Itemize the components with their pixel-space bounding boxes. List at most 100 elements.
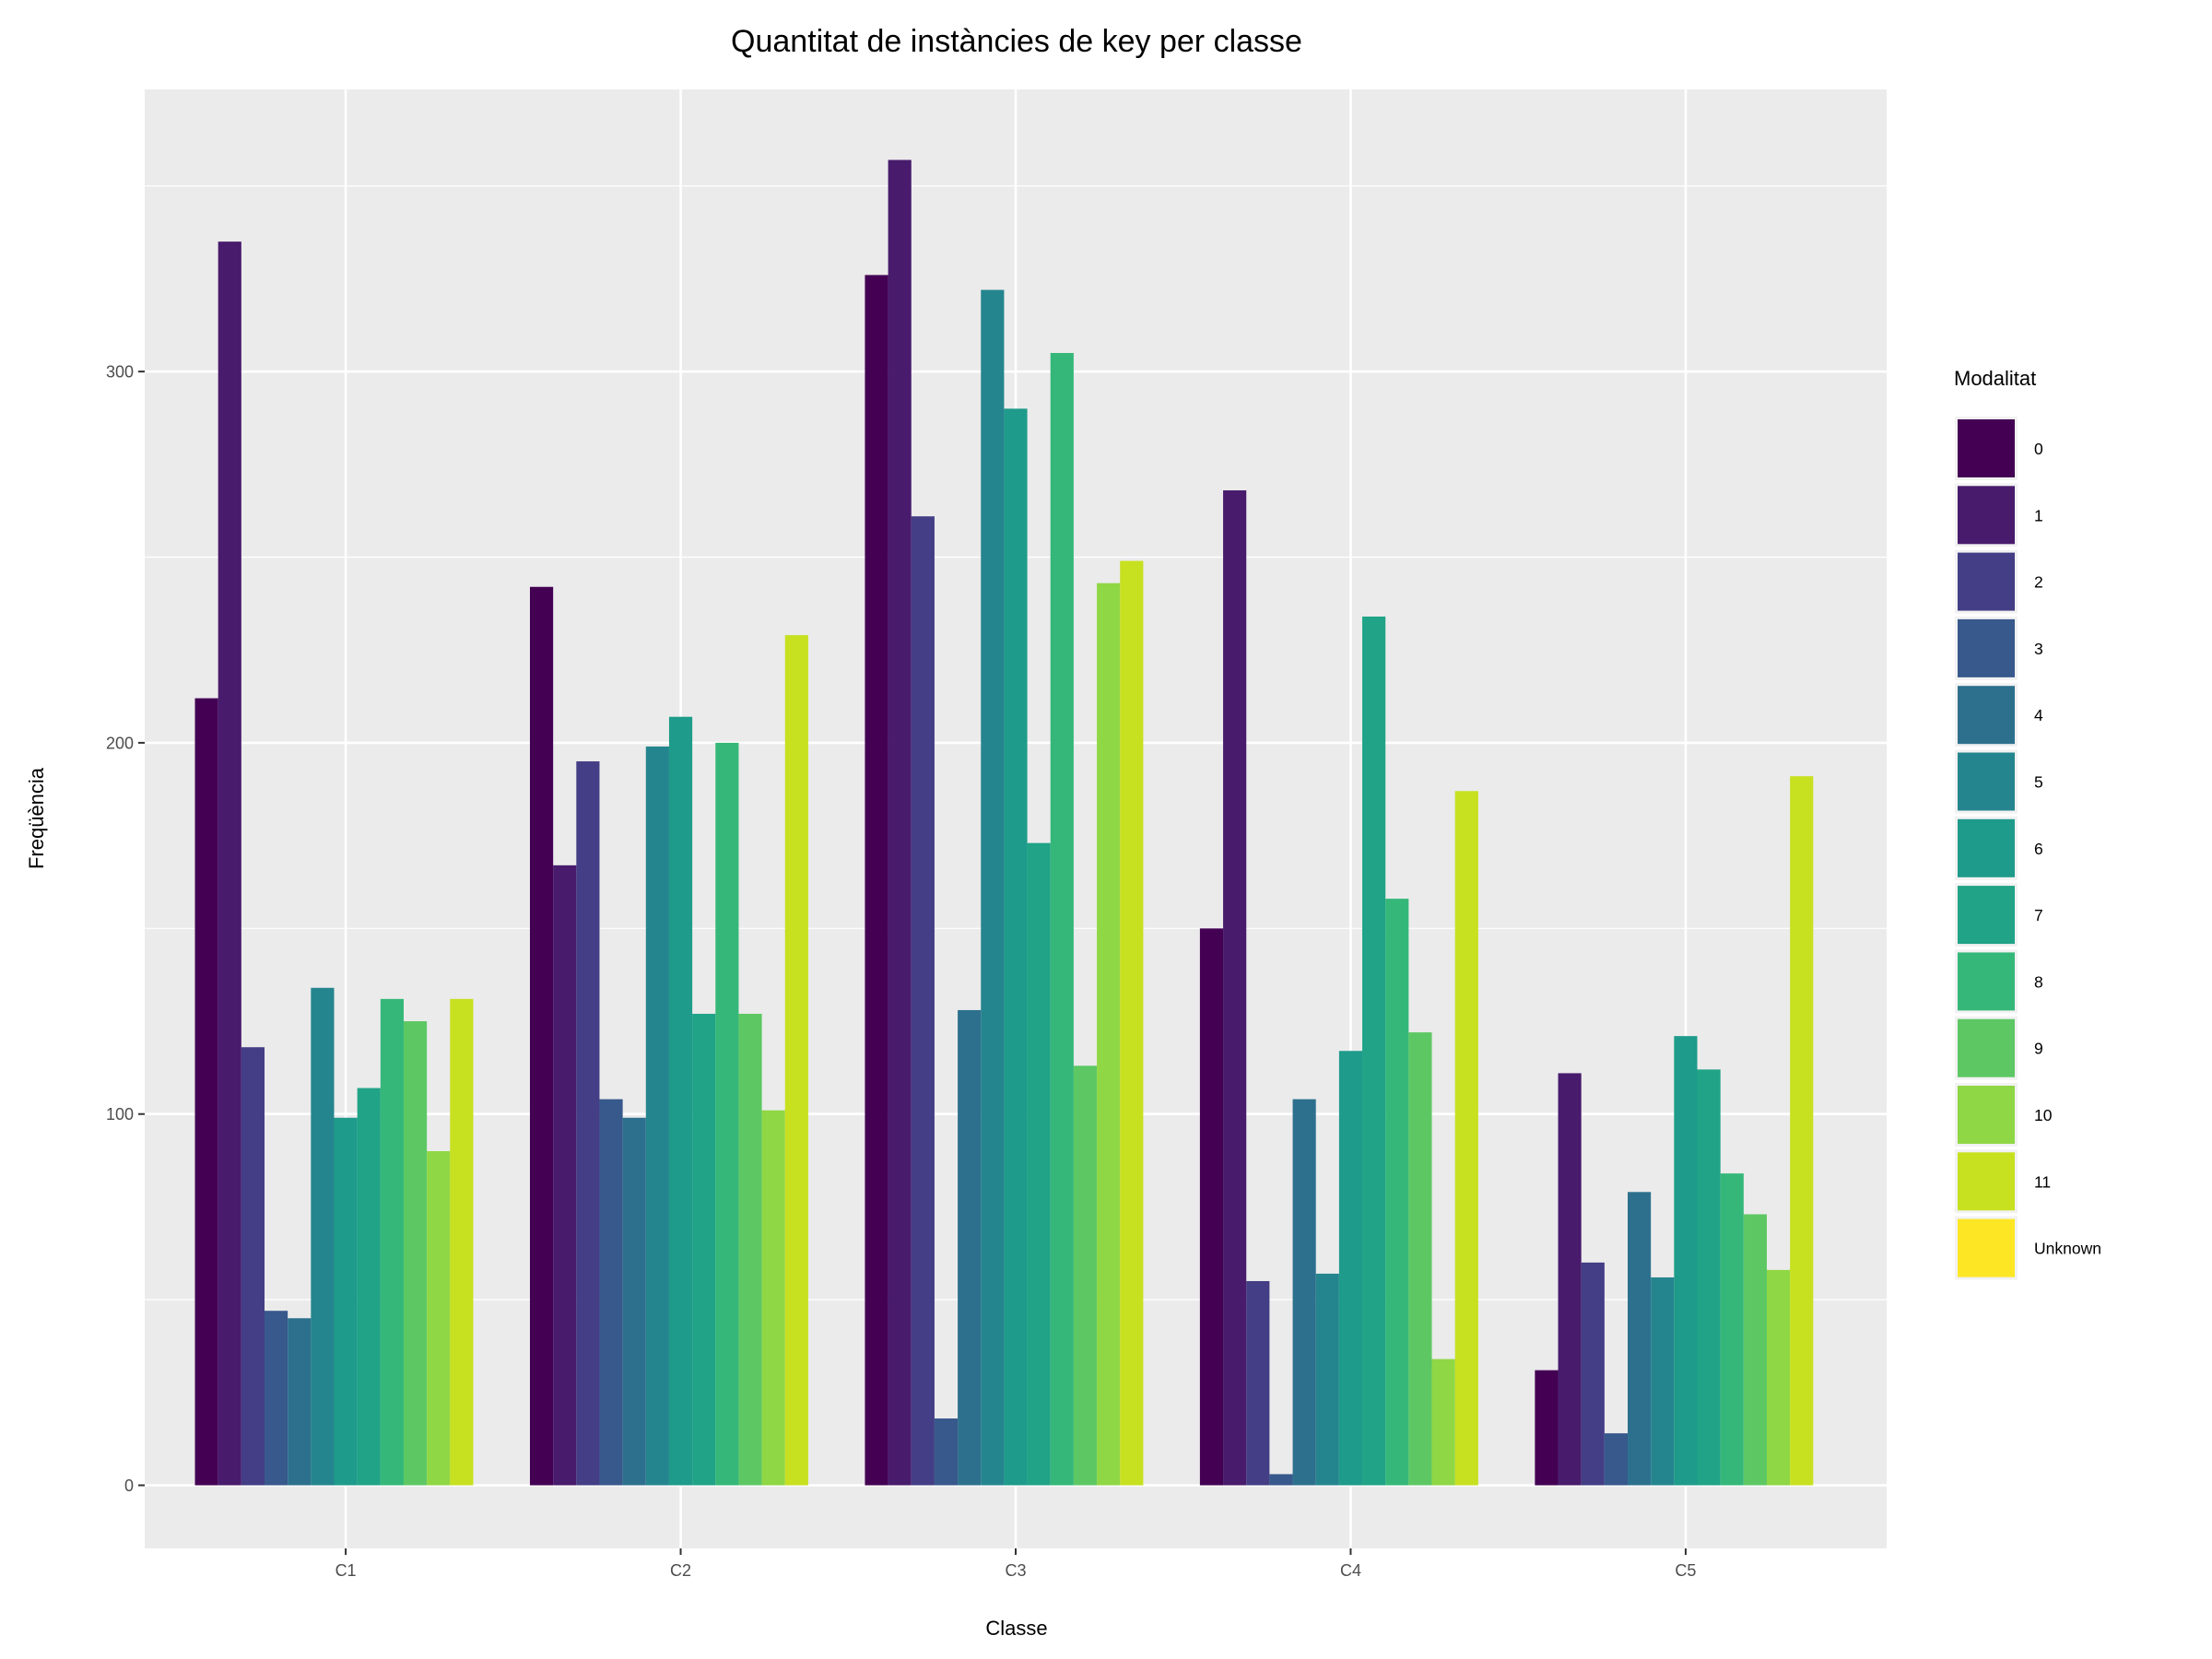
legend-swatch [1958, 886, 2015, 945]
legend-swatch [1958, 552, 2015, 611]
bar [958, 1009, 982, 1486]
bar [403, 1021, 428, 1486]
bar [218, 241, 241, 1486]
chart-title: Quantitat de instàncies de key per class… [731, 24, 1302, 59]
legend-label: 10 [2034, 1106, 2053, 1124]
bar [1027, 842, 1051, 1486]
bar [1674, 1036, 1698, 1486]
bar [450, 998, 474, 1486]
legend-label: 9 [2034, 1040, 2043, 1058]
bar [1454, 791, 1478, 1486]
bar [1315, 1273, 1339, 1486]
legend-swatch [1958, 1152, 2015, 1211]
bar [194, 698, 218, 1486]
bar [715, 742, 739, 1486]
bar [311, 987, 335, 1486]
legend-swatch [1958, 1218, 2015, 1277]
bar [1097, 582, 1121, 1486]
legend-label: Unknown [2034, 1240, 2101, 1258]
bar [1558, 1073, 1582, 1486]
bar [1581, 1262, 1605, 1486]
bar [784, 635, 808, 1486]
bar [1535, 1370, 1559, 1486]
legend-label: 4 [2034, 706, 2043, 724]
bar [1004, 408, 1028, 1486]
bar [1338, 1051, 1363, 1486]
bar [911, 516, 935, 1486]
y-tick-label: 300 [106, 363, 134, 382]
bar [599, 1099, 623, 1486]
bars [194, 159, 1814, 1486]
y-tick-label: 200 [106, 734, 134, 752]
bar [1120, 560, 1144, 1486]
x-axis: C1 C2 C3 C4 C5 [335, 1548, 1696, 1580]
bar [1431, 1359, 1455, 1486]
bar [1651, 1277, 1675, 1486]
bar [668, 716, 693, 1486]
bar [288, 1318, 312, 1486]
bar [1269, 1474, 1293, 1486]
bar [1628, 1192, 1652, 1486]
legend-title: Modalitat [1954, 367, 2036, 390]
bar [1292, 1099, 1316, 1486]
legend-label: 0 [2034, 440, 2043, 458]
bar [1604, 1433, 1629, 1486]
bar [427, 1151, 451, 1486]
bar [1743, 1214, 1767, 1486]
y-axis: 0 100 200 300 [106, 363, 145, 1495]
legend-swatch [1958, 686, 2015, 745]
bar [1790, 776, 1814, 1486]
legend-swatch [1958, 419, 2015, 477]
x-tick-label: C1 [335, 1561, 357, 1580]
bar [334, 1117, 358, 1486]
x-tick-label: C5 [1675, 1561, 1696, 1580]
legend-swatch [1958, 618, 2015, 677]
bar [1408, 1032, 1432, 1486]
bar [553, 865, 577, 1486]
x-tick-label: C2 [670, 1561, 691, 1580]
legend-label: 1 [2034, 506, 2043, 524]
legend: Modalitat 0 1 2 3 4 5 6 7 8 9 10 11 Unknown [1954, 367, 2101, 1280]
legend-label: 6 [2034, 840, 2043, 858]
legend-swatch [1958, 818, 2015, 877]
bar [576, 761, 600, 1486]
bar [1362, 616, 1386, 1486]
y-tick-label: 0 [124, 1477, 134, 1495]
bar [981, 289, 1005, 1486]
bar [1199, 928, 1224, 1486]
legend-label: 11 [2034, 1172, 2051, 1191]
bar [380, 998, 404, 1486]
bar [265, 1311, 288, 1486]
bar [1246, 1280, 1270, 1486]
legend-swatch [1958, 752, 2015, 811]
bar [1050, 352, 1074, 1486]
bar [761, 1110, 785, 1486]
x-axis-title: Classe [985, 1617, 1047, 1640]
legend-label: 7 [2034, 906, 2043, 924]
bar [622, 1117, 646, 1486]
bar [692, 1013, 716, 1486]
bar [1385, 899, 1409, 1486]
bar [865, 275, 888, 1486]
bar [1073, 1065, 1098, 1486]
bar [934, 1418, 959, 1486]
x-tick-label: C4 [1340, 1561, 1361, 1580]
legend-swatch [1958, 1018, 2015, 1077]
bar [357, 1088, 381, 1486]
bar [1223, 490, 1247, 1486]
bar [888, 159, 912, 1486]
legend-swatch [1958, 952, 2015, 1011]
legend-label: 8 [2034, 972, 2043, 991]
y-tick-label: 100 [106, 1105, 134, 1124]
legend-label: 2 [2034, 573, 2043, 592]
legend-swatch [1958, 1086, 2015, 1144]
bar [241, 1047, 265, 1486]
bar [738, 1013, 762, 1486]
legend-label: 3 [2034, 640, 2043, 658]
bar [1766, 1269, 1791, 1486]
bar [645, 746, 669, 1486]
bar [1720, 1173, 1744, 1486]
x-tick-label: C3 [1005, 1561, 1026, 1580]
legend-swatch [1958, 486, 2015, 545]
